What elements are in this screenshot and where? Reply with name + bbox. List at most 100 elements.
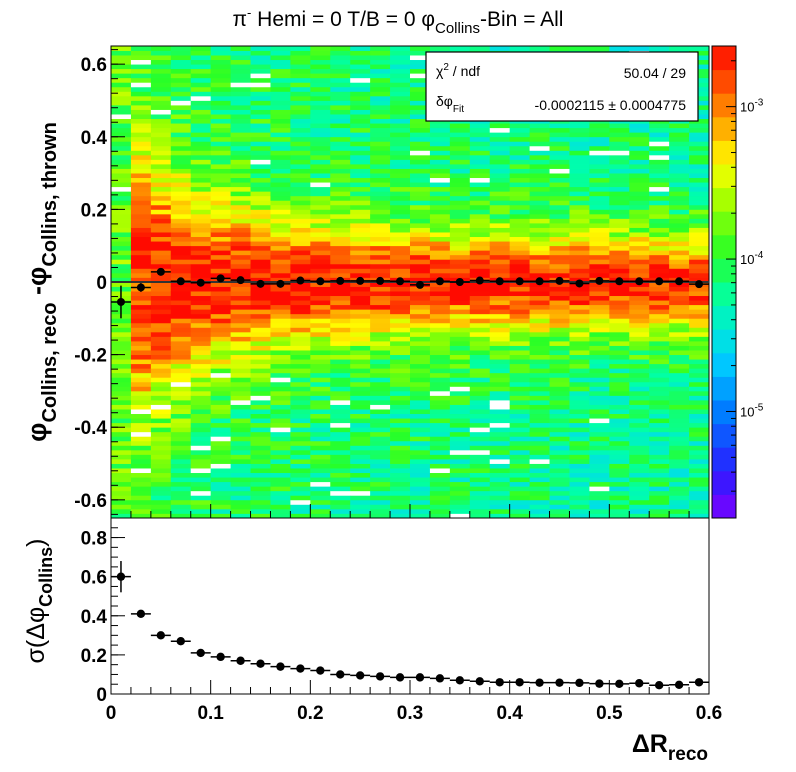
heatmap-cell <box>250 145 271 151</box>
heatmap-cell <box>250 354 271 360</box>
heatmap-cell <box>330 404 351 410</box>
heatmap-cell <box>509 449 530 455</box>
sigma-point <box>136 609 146 619</box>
heatmap-cell <box>429 123 451 129</box>
heatmap-cell <box>310 395 331 401</box>
heatmap-cell <box>290 322 311 328</box>
heatmap-cell <box>429 164 451 169</box>
heatmap-cell <box>310 127 331 133</box>
heatmap-cell <box>250 272 271 278</box>
heatmap-cell <box>210 209 231 215</box>
heatmap-cell <box>669 390 690 396</box>
heatmap-cell <box>669 395 690 401</box>
heatmap-cell <box>111 436 132 442</box>
heatmap-cell <box>669 164 690 169</box>
heatmap-cell <box>190 141 212 147</box>
heatmap-cell <box>230 513 251 519</box>
heatmap-cell <box>350 223 371 228</box>
heatmap-cell <box>529 46 550 51</box>
heatmap-cell <box>669 241 690 247</box>
heatmap-cell <box>190 313 212 319</box>
heatmap-cell <box>549 123 570 129</box>
heatmap-cell <box>190 223 212 228</box>
heatmap-cell <box>170 213 192 219</box>
heatmap-cell <box>170 123 192 129</box>
heatmap-cell <box>609 250 630 256</box>
heatmap-cell <box>390 318 411 324</box>
heatmap-cell <box>310 241 331 247</box>
heatmap-cell <box>549 159 570 165</box>
sigma-point <box>355 671 365 680</box>
heatmap-cell <box>410 250 431 256</box>
heatmap-cell <box>130 227 152 233</box>
heatmap-cell <box>489 490 511 496</box>
heatmap-cell <box>310 173 331 179</box>
heatmap-cell <box>609 409 630 415</box>
heatmap-cell <box>350 463 371 469</box>
heatmap-cell <box>649 304 670 310</box>
heatmap-cell <box>529 350 550 356</box>
heatmap-cell <box>290 418 311 424</box>
heatmap-cell <box>390 486 411 492</box>
heatmap-cell <box>689 327 710 333</box>
heatmap-cell <box>310 136 331 142</box>
heatmap-cell <box>130 304 152 310</box>
heatmap-cell <box>210 386 231 392</box>
heatmap-cell <box>350 300 371 306</box>
heatmap-cell <box>449 341 471 346</box>
heatmap-cell <box>190 250 212 256</box>
heatmap-cell <box>270 463 291 469</box>
heatmap-cell <box>190 150 212 156</box>
heatmap-cell <box>130 372 152 378</box>
heatmap-cell <box>270 372 291 378</box>
heatmap-cell <box>449 504 471 510</box>
heatmap-cell <box>330 118 351 124</box>
heatmap-cell <box>210 77 231 83</box>
heatmap-cell <box>669 368 690 374</box>
heatmap-cell <box>509 490 530 496</box>
heatmap-cell <box>669 404 690 410</box>
heatmap-cell <box>370 368 391 374</box>
color-scale-band <box>712 69 736 94</box>
heatmap-cell <box>330 91 351 97</box>
heatmap-cell <box>290 313 311 319</box>
heatmap-cell <box>270 513 291 519</box>
heatmap-cell <box>529 318 550 324</box>
heatmap-cell <box>310 91 331 97</box>
heatmap-cell <box>111 395 132 401</box>
heatmap-cell <box>270 331 291 337</box>
heatmap-cell <box>669 318 690 324</box>
heatmap-cell <box>270 91 291 97</box>
heatmap-cell <box>529 272 550 278</box>
heatmap-cell <box>489 300 511 306</box>
heatmap-cell <box>290 200 311 206</box>
heatmap-cell <box>330 164 351 169</box>
heatmap-cell <box>350 173 371 179</box>
heatmap-cell <box>170 59 192 65</box>
heatmap-cell <box>330 236 351 242</box>
heatmap-cell <box>310 95 331 101</box>
heatmap-cell <box>449 286 471 292</box>
heatmap-cell <box>569 236 590 242</box>
heatmap-cell <box>609 127 630 133</box>
heatmap-cell <box>549 132 570 138</box>
heatmap-cell <box>569 513 590 519</box>
heatmap-cell <box>370 422 391 428</box>
heatmap-cell <box>130 445 152 451</box>
heatmap-cell <box>370 386 391 392</box>
heatmap-cell <box>469 354 491 360</box>
heatmap-cell <box>210 186 231 192</box>
heatmap-cell <box>589 263 610 269</box>
heatmap-cell <box>569 173 590 179</box>
heatmap-cell <box>330 341 351 346</box>
profile-point <box>116 297 125 306</box>
heatmap-cell <box>111 322 132 328</box>
heatmap-cell <box>390 164 411 169</box>
heatmap-cell <box>190 386 212 392</box>
heatmap-cell <box>310 300 331 306</box>
heatmap-cell <box>230 499 251 505</box>
heatmap-cell <box>270 109 291 115</box>
heatmap-cell <box>549 145 570 151</box>
heatmap-cell <box>449 141 471 147</box>
heatmap-cell <box>449 241 471 247</box>
